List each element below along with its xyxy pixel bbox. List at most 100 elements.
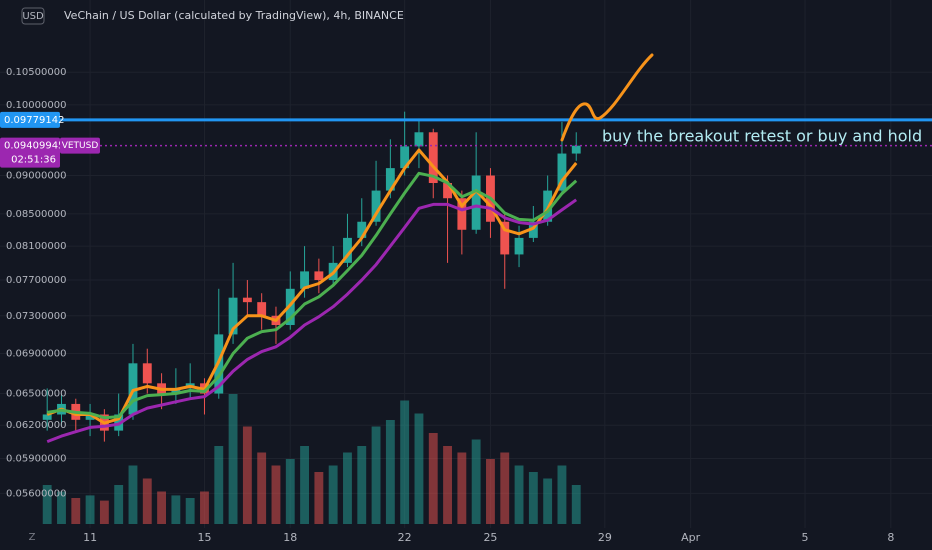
x-tick-label: 22 [398,531,412,544]
volume-bar [214,446,224,524]
candle-body [428,132,438,184]
volume-bar [300,446,309,524]
symbol-label: VETUSD [62,141,99,151]
annotation: buy the breakout retest or buy and hold [602,127,922,146]
x-tick-label: 8 [887,531,894,544]
volume-bar [71,498,81,524]
candle-body [500,221,510,255]
candle-body [528,221,538,238]
moving-average [46,171,578,420]
y-tick-label: 0.09000000 [6,171,66,182]
volume-bar [514,465,524,524]
volume-bar [200,491,209,524]
last-price-label: 0.09409945 [4,141,64,152]
candle-body [300,271,309,289]
y-tick-label: 0.08100000 [6,241,66,252]
volume-layer [42,394,581,524]
volume-bar [57,491,66,524]
volume-bar [285,459,295,524]
volume-bar [471,439,481,524]
candle-body [457,198,467,230]
volume-bar [443,446,452,524]
x-tick-label: 5 [802,531,809,544]
candle-body [128,363,138,415]
candle-body [471,175,481,230]
volume-bar [528,472,538,524]
zoom-icon[interactable]: Z [29,532,36,543]
volume-bar [400,400,410,524]
x-tick-label: 11 [83,531,97,544]
candle-body [557,153,567,191]
y-tick-label: 0.10500000 [6,67,66,78]
volume-bar [428,433,438,524]
forecast-drawing [560,53,654,142]
volume-bar [257,452,267,524]
volume-bar [457,452,467,524]
volume-bar [128,465,138,524]
last-price-box [0,137,60,168]
volume-bar [114,485,124,524]
moving-average [46,148,578,425]
candle-body [371,190,381,222]
line-layer [0,118,932,444]
chart-title: VeChain / US Dollar (calculated by Tradi… [64,9,404,22]
candle-body [514,237,524,255]
candle-body [414,132,424,147]
volume-bar [242,426,252,524]
x-tick-label: Apr [681,531,701,544]
x-tick-label: 25 [483,531,497,544]
y-tick-label: 0.05900000 [6,453,66,464]
y-tick-label: 0.10000000 [6,100,66,111]
hline-label-box [0,111,60,128]
y-tick-label: 0.07300000 [6,311,66,322]
volume-bar [328,465,338,524]
volume-bar [486,459,495,524]
volume-bar [171,495,181,524]
volume-bar [557,465,567,524]
volume-bar [99,500,109,524]
candle-body [385,168,395,191]
volume-bar [185,498,195,524]
volume-bar [357,446,367,524]
y-tick-label: 0.06900000 [6,349,66,360]
x-tick-label: 15 [197,531,211,544]
symbol-box [60,137,100,154]
volume-bar [42,485,52,524]
candle-body [314,271,324,281]
candle-body [357,221,367,238]
currency: USD [22,11,44,22]
volume-bar [371,426,381,524]
candle-body [343,237,352,263]
volume-bar [343,452,352,524]
y-tick-label: 0.08500000 [6,209,66,220]
candle-body [257,302,267,316]
candle-body [142,363,152,384]
volume-bar [271,465,281,524]
currency-badge [21,7,45,25]
y-tick-label: 0.06500000 [6,389,66,400]
y-tick-label: 0.07700000 [6,275,66,286]
moving-average [46,198,578,444]
countdown: 02:51:36 [11,155,56,166]
volume-bar [414,413,424,524]
volume-bar [500,452,510,524]
hline-label: 0.09779142 [4,115,64,126]
volume-bar [385,420,395,524]
time-axis-labels: 11 15 18 22 25 29 Apr 5 8 [83,531,894,544]
y-tick-label: 0.06200000 [6,420,66,431]
candle-body [171,388,181,394]
y-tick-label: 0.05600000 [6,488,66,499]
volume-bar [314,472,324,524]
x-tick-label: 18 [283,531,297,544]
candle-body [228,297,238,335]
candle-body [443,183,452,199]
x-tick-label: 29 [598,531,612,544]
candle-body [400,146,410,169]
axis-layer: 0.10500000 0.10000000 0.09000000 0.08500000… [0,67,100,499]
candle-body [242,297,252,303]
candle-body [42,414,52,420]
volume-bar [142,478,152,524]
candle-body [571,145,581,154]
